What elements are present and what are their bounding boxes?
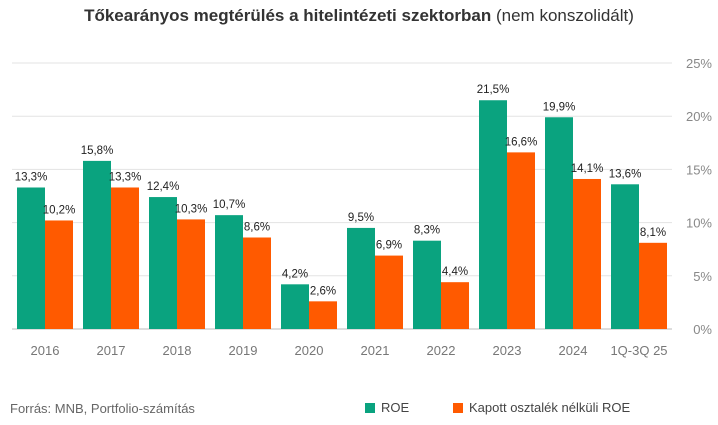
legend-item-roe-no-dividend: Kapott osztalék nélküli ROE <box>453 400 630 415</box>
bar <box>149 197 177 329</box>
x-tick-label: 2021 <box>361 343 390 358</box>
bar <box>545 117 573 329</box>
x-tick-label: 2020 <box>295 343 324 358</box>
bar <box>309 301 337 329</box>
y-tick-label: 10% <box>686 216 712 231</box>
y-tick-label: 25% <box>686 56 712 71</box>
data-label: 4,2% <box>282 268 308 280</box>
source-note: Forrás: MNB, Portfolio-számítás <box>10 401 195 416</box>
bar <box>639 242 667 329</box>
data-label: 4,4% <box>442 266 468 278</box>
y-tick-label: 15% <box>686 162 712 177</box>
data-label: 8,6% <box>244 221 270 233</box>
bar <box>281 284 309 329</box>
x-tick-label: 2024 <box>559 343 588 358</box>
data-label: 15,8% <box>81 145 114 157</box>
x-tick-label: 2019 <box>229 343 258 358</box>
data-label: 21,5% <box>477 84 510 96</box>
legend-item-roe: ROE <box>365 400 409 415</box>
y-tick-label: 5% <box>693 269 712 284</box>
data-label: 9,5% <box>348 212 374 224</box>
bar <box>83 160 111 329</box>
data-label: 13,3% <box>109 171 142 183</box>
data-label: 8,1% <box>640 227 666 239</box>
chart-title: Tőkearányos megtérülés a hitelintézeti s… <box>84 6 634 25</box>
data-label: 8,3% <box>414 225 440 237</box>
bar <box>347 227 375 329</box>
bar <box>111 187 139 329</box>
bar <box>215 215 243 329</box>
data-label: 19,9% <box>543 101 576 113</box>
data-label: 14,1% <box>571 163 604 175</box>
data-label: 6,9% <box>376 240 402 252</box>
bar <box>177 219 205 329</box>
data-label: 13,3% <box>15 171 48 183</box>
legend-swatch <box>453 402 463 413</box>
x-tick-label: 2018 <box>163 343 192 358</box>
bar <box>441 282 469 329</box>
data-label: 10,7% <box>213 199 246 211</box>
bar <box>507 152 535 329</box>
x-tick-label: 2017 <box>97 343 126 358</box>
bar <box>243 237 271 329</box>
bar <box>375 255 403 329</box>
bar <box>45 220 73 329</box>
y-tick-label: 20% <box>686 109 712 124</box>
data-label: 10,2% <box>43 204 76 216</box>
x-tick-label: 2022 <box>427 343 456 358</box>
y-tick-label: 0% <box>693 322 712 337</box>
data-label: 10,3% <box>175 203 208 215</box>
x-tick-label: 2023 <box>493 343 522 358</box>
bar <box>573 178 601 329</box>
bar <box>413 240 441 329</box>
bar <box>479 100 507 330</box>
bar <box>17 187 45 329</box>
bar <box>611 184 639 329</box>
x-tick-label: 1Q-3Q 25 <box>610 343 667 358</box>
legend-swatch <box>365 402 375 413</box>
data-label: 13,6% <box>609 168 642 180</box>
data-label: 12,4% <box>147 181 180 193</box>
data-label: 2,6% <box>310 285 336 297</box>
x-tick-label: 2016 <box>31 343 60 358</box>
data-label: 16,6% <box>505 136 538 148</box>
